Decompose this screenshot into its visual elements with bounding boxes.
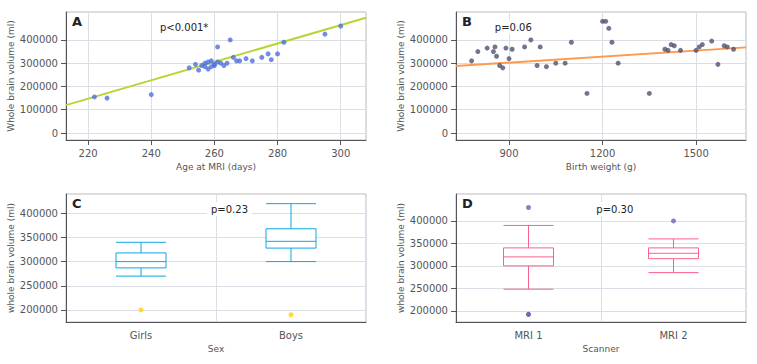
svg-text:240: 240 — [142, 148, 161, 159]
svg-text:Scanner: Scanner — [583, 344, 620, 354]
svg-text:900: 900 — [499, 148, 518, 159]
svg-text:MRI 2: MRI 2 — [659, 330, 687, 341]
svg-text:280: 280 — [268, 148, 287, 159]
svg-text:A: A — [72, 14, 82, 29]
svg-text:p<0.001*: p<0.001* — [160, 22, 208, 33]
svg-text:p=0.06: p=0.06 — [495, 22, 532, 33]
svg-text:260: 260 — [205, 148, 224, 159]
svg-text:250000: 250000 — [20, 280, 58, 291]
svg-text:300000: 300000 — [20, 256, 58, 267]
svg-text:0: 0 — [52, 128, 58, 139]
svg-text:Whole brain volume (ml): Whole brain volume (ml) — [6, 20, 16, 132]
svg-text:Whole brain volume (ml): Whole brain volume (ml) — [396, 20, 406, 132]
svg-text:whole brain volume (ml): whole brain volume (ml) — [396, 203, 406, 313]
svg-text:400000: 400000 — [20, 34, 58, 45]
svg-text:100000: 100000 — [410, 104, 448, 115]
svg-text:Girls: Girls — [130, 330, 153, 341]
svg-text:300: 300 — [331, 148, 350, 159]
svg-text:Birth weight (g): Birth weight (g) — [566, 162, 636, 172]
svg-text:Age at MRI (days): Age at MRI (days) — [176, 162, 256, 172]
svg-text:1500: 1500 — [683, 148, 708, 159]
svg-text:300000: 300000 — [410, 58, 448, 69]
svg-text:350000: 350000 — [20, 232, 58, 243]
svg-text:Sex: Sex — [208, 344, 225, 354]
svg-text:D: D — [462, 196, 473, 211]
svg-text:400000: 400000 — [410, 215, 448, 226]
svg-text:Boys: Boys — [279, 330, 303, 341]
svg-text:MRI 1: MRI 1 — [514, 330, 542, 341]
svg-text:200000: 200000 — [410, 305, 448, 316]
svg-text:400000: 400000 — [20, 208, 58, 219]
svg-text:100000: 100000 — [20, 104, 58, 115]
svg-text:p=0.30: p=0.30 — [596, 204, 633, 215]
svg-text:400000: 400000 — [410, 34, 448, 45]
svg-text:p=0.23: p=0.23 — [211, 204, 248, 215]
svg-text:whole brain volume (ml): whole brain volume (ml) — [6, 203, 16, 313]
svg-text:200000: 200000 — [20, 304, 58, 315]
svg-text:0: 0 — [442, 128, 448, 139]
svg-text:350000: 350000 — [410, 238, 448, 249]
svg-text:200000: 200000 — [20, 81, 58, 92]
svg-text:B: B — [462, 14, 472, 29]
svg-text:1200: 1200 — [590, 148, 615, 159]
svg-text:300000: 300000 — [410, 260, 448, 271]
svg-text:200000: 200000 — [410, 81, 448, 92]
svg-text:250000: 250000 — [410, 283, 448, 294]
svg-text:220: 220 — [79, 148, 98, 159]
svg-text:300000: 300000 — [20, 58, 58, 69]
svg-text:C: C — [72, 196, 82, 211]
